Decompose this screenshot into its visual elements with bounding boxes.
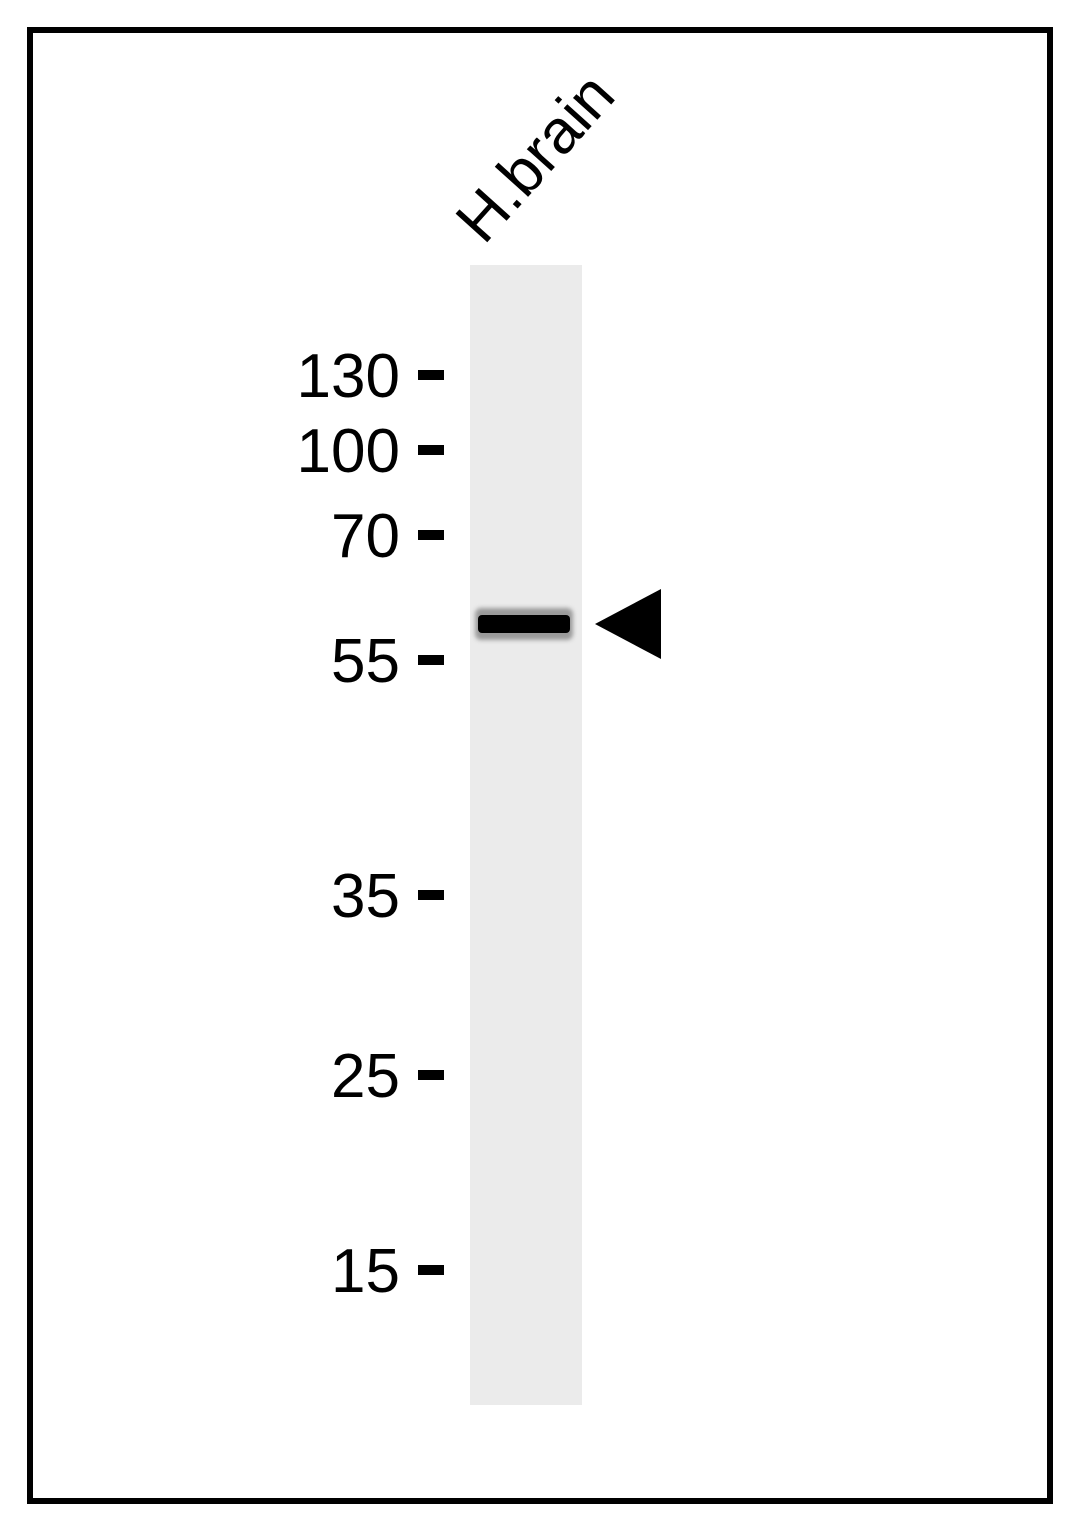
- mw-marker-tick: [418, 1070, 444, 1080]
- mw-marker-tick: [418, 890, 444, 900]
- mw-marker-label: 15: [331, 1236, 400, 1307]
- mw-marker-label: 35: [331, 861, 400, 932]
- mw-marker-tick: [418, 530, 444, 540]
- mw-marker-tick: [418, 445, 444, 455]
- mw-marker-tick: [418, 370, 444, 380]
- detected-band: [478, 615, 570, 633]
- mw-marker-tick: [418, 1265, 444, 1275]
- mw-marker-tick: [418, 655, 444, 665]
- mw-marker-label: 25: [331, 1041, 400, 1112]
- band-pointer-icon: [595, 589, 661, 659]
- mw-marker-label: 55: [331, 626, 400, 697]
- blot-lane: [470, 265, 582, 1405]
- mw-marker-label: 70: [331, 501, 400, 572]
- mw-marker-label: 130: [297, 341, 400, 412]
- mw-marker-label: 100: [297, 416, 400, 487]
